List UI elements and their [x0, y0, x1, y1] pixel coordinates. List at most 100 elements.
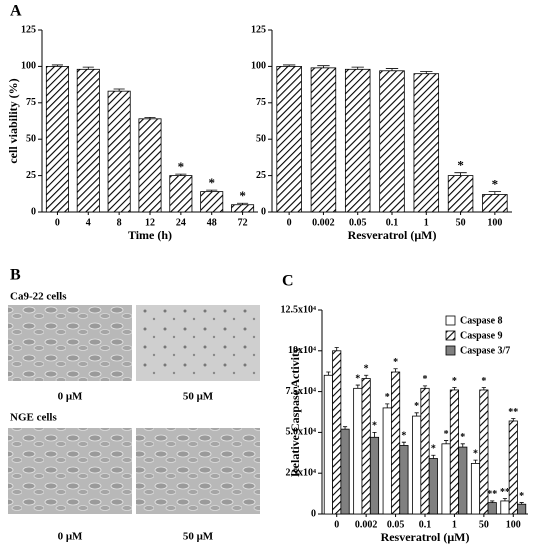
- y-tick-label: 125: [21, 24, 36, 35]
- y-tick-label: 25: [26, 170, 36, 181]
- caption: 0 μM: [58, 531, 83, 543]
- caption: 0 μM: [58, 391, 83, 403]
- error-bar: [282, 64, 296, 67]
- significance: *: [385, 392, 390, 403]
- significance: *: [452, 376, 457, 387]
- y-tick-label: 5.0x10⁴: [286, 427, 317, 438]
- y-tick-label: 2.5x10⁴: [286, 467, 317, 478]
- x-tick-label: 100: [506, 519, 521, 530]
- bar: [200, 191, 224, 213]
- significance: *: [444, 429, 449, 440]
- caption: 50 μM: [183, 391, 214, 403]
- x-axis-title: Resveratrol (μM): [381, 530, 470, 544]
- panel-label: B: [10, 267, 21, 284]
- significance: *: [355, 373, 360, 384]
- y-tick-label: 100: [21, 61, 36, 72]
- x-axis-title: Resveratrol (μM): [348, 228, 437, 242]
- error-bar: [342, 426, 348, 430]
- bar: [447, 175, 474, 213]
- y-tick-label: 50: [256, 133, 266, 144]
- y-axis-title: Relative Caspase Activity: [288, 347, 302, 477]
- x-tick-label: 48: [207, 217, 217, 228]
- y-tick-label: 100: [251, 61, 266, 72]
- x-tick-label: 0.05: [349, 217, 367, 228]
- significance: *: [239, 188, 246, 203]
- panel-label: C: [282, 273, 294, 290]
- error-bar: [326, 371, 331, 376]
- x-tick-label: 0: [334, 519, 339, 530]
- x-tick-label: 0.002: [312, 217, 335, 228]
- significance: **: [508, 407, 518, 418]
- x-tick-label: 50: [456, 217, 466, 228]
- x-tick-label: 0: [287, 217, 292, 228]
- bar: [449, 389, 459, 515]
- y-tick-label: 25: [256, 170, 266, 181]
- significance: *: [414, 401, 419, 412]
- error-bar: [502, 498, 508, 501]
- error-bar: [393, 368, 398, 373]
- error-bar: [364, 374, 369, 379]
- error-bar: [511, 418, 516, 421]
- bar: [420, 387, 430, 515]
- y-axis-title: cell viability (%): [6, 78, 20, 163]
- error-bar: [454, 172, 467, 176]
- micrograph: [8, 305, 132, 381]
- error-bar: [113, 88, 125, 92]
- bar: [399, 445, 409, 515]
- error-bar: [317, 65, 330, 68]
- bar: [379, 70, 405, 213]
- error-bar: [473, 459, 478, 464]
- significance: *: [431, 444, 436, 455]
- y-tick-label: 0: [261, 206, 266, 217]
- y-tick-label: 12.5x10⁴: [281, 304, 317, 315]
- significance: *: [208, 175, 215, 190]
- x-tick-label: 0.1: [386, 217, 399, 228]
- bar: [231, 204, 255, 213]
- significance: *: [178, 159, 185, 174]
- bar: [369, 436, 380, 515]
- bar: [391, 371, 401, 515]
- bar: [441, 443, 451, 515]
- y-tick-label: 0: [311, 508, 316, 519]
- significance: *: [481, 376, 486, 387]
- legend-label: Caspase 3/7: [460, 345, 510, 356]
- bar: [470, 463, 481, 515]
- x-tick-label: 0: [55, 217, 60, 228]
- bar: [344, 68, 371, 213]
- bar: [76, 68, 100, 213]
- bar: [107, 90, 131, 213]
- x-tick-label: 12: [145, 217, 155, 228]
- legend-swatch: [445, 330, 456, 341]
- bar: [332, 350, 342, 515]
- x-tick-label: 50: [479, 519, 489, 530]
- panel-label: A: [10, 3, 22, 20]
- bar: [482, 194, 508, 213]
- y-tick-label: 50: [26, 133, 36, 144]
- bar: [458, 446, 468, 515]
- error-bar: [420, 71, 433, 74]
- significance: **: [500, 487, 510, 498]
- x-tick-label: 100: [487, 217, 502, 228]
- legend-swatch: [445, 345, 456, 356]
- y-tick-label: 0: [31, 206, 36, 217]
- bar: [517, 503, 527, 515]
- legend-swatch: [445, 315, 456, 326]
- y-tick-label: 10x10⁴: [288, 345, 316, 356]
- bar: [413, 73, 440, 213]
- y-tick-label: 75: [26, 97, 36, 108]
- x-tick-label: 4: [86, 217, 91, 228]
- x-tick-label: 0.1: [419, 519, 432, 530]
- bar: [500, 500, 510, 515]
- x-tick-label: 72: [238, 217, 248, 228]
- significance: *: [460, 432, 465, 443]
- legend-label: Caspase 8: [460, 315, 503, 326]
- x-tick-label: 0.002: [355, 519, 378, 530]
- bar: [323, 374, 333, 515]
- bar: [340, 428, 350, 515]
- bar: [45, 66, 69, 213]
- error-bar: [401, 441, 406, 446]
- error-bar: [452, 387, 457, 390]
- bar: [412, 415, 422, 515]
- significance: *: [492, 177, 499, 192]
